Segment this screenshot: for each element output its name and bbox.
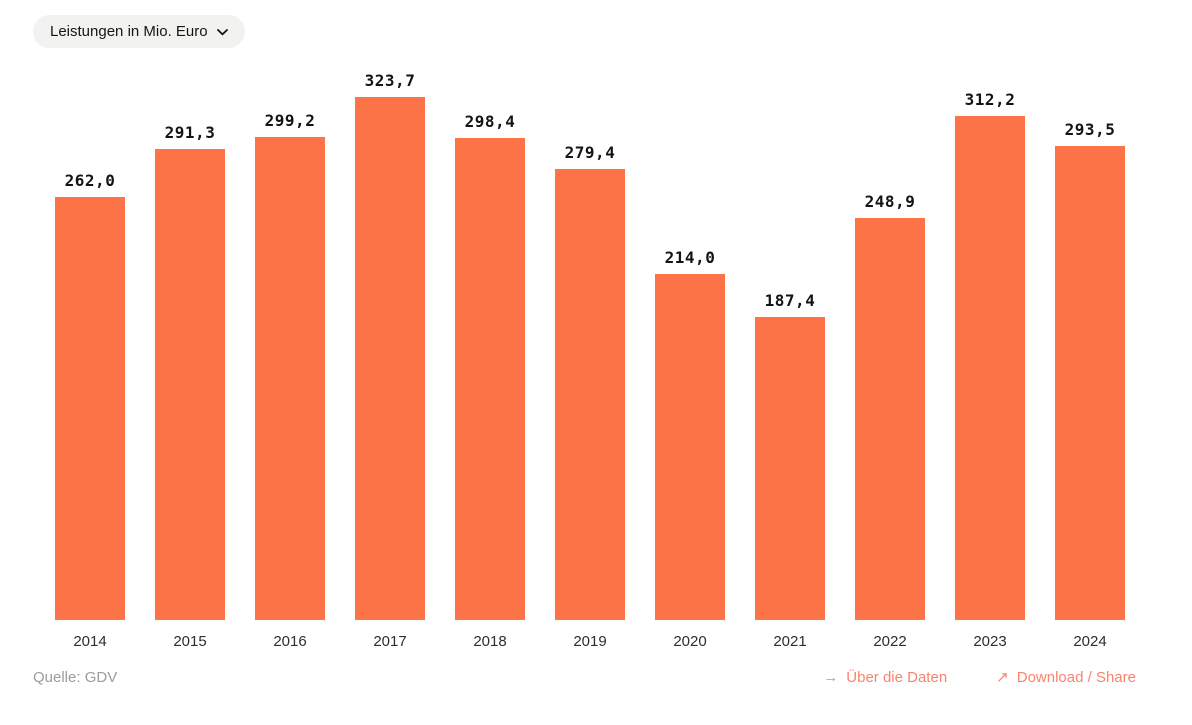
download-share-link-label: Download / Share xyxy=(1016,668,1136,686)
bar-value-label: 323,7 xyxy=(364,71,416,90)
bar-2022[interactable] xyxy=(855,217,925,620)
bar-column-2018: 298,4 xyxy=(455,112,525,620)
bar-column-2021: 187,4 xyxy=(755,291,825,620)
footer-links: → Über die Daten ↗ Download / Share xyxy=(823,668,1136,687)
bar-column-2014: 262,0 xyxy=(55,171,125,620)
bar-value-label: 279,4 xyxy=(564,142,616,162)
download-share-link[interactable]: ↗ Download / Share xyxy=(996,668,1136,687)
bar-value-label: 248,9 xyxy=(864,191,916,211)
bar-2017[interactable] xyxy=(355,97,425,620)
x-tick-label-2018: 2018 xyxy=(473,633,507,650)
arrow-right-icon: → xyxy=(823,668,839,686)
x-tick-label-2017: 2017 xyxy=(373,633,407,650)
bar-column-2023: 312,2 xyxy=(955,90,1025,620)
metric-dropdown[interactable]: Leistungen in Mio. Euro xyxy=(33,15,245,48)
plot-area: 262,0 291,3 299,2 323,7 298,4 279,4 214,0 187,4… xyxy=(55,70,1125,620)
bar-column-2017: 323,7 xyxy=(355,71,425,620)
bar-column-2024: 293,5 xyxy=(1055,120,1125,620)
arrow-up-right-icon: ↗ xyxy=(996,669,1009,686)
bar-value-label: 312,2 xyxy=(964,89,1016,109)
metric-dropdown-label: Leistungen in Mio. Euro xyxy=(50,23,208,40)
bar-2018[interactable] xyxy=(455,137,525,620)
bar-column-2022: 248,9 xyxy=(855,192,925,620)
bar-2023[interactable] xyxy=(955,115,1025,620)
bar-2020[interactable] xyxy=(655,274,725,620)
bar-value-label: 293,5 xyxy=(1064,119,1116,139)
bar-2019[interactable] xyxy=(555,168,625,620)
bar-chart: 262,0 291,3 299,2 323,7 298,4 279,4 214,0 187,4… xyxy=(55,70,1125,650)
x-tick-label-2024: 2024 xyxy=(1073,633,1107,650)
x-tick-label-2016: 2016 xyxy=(273,633,307,650)
bar-column-2015: 291,3 xyxy=(155,123,225,620)
x-axis: 2014 2015 2016 2017 2018 2019 2020 2021 2022 2023… xyxy=(55,633,1125,650)
bar-column-2019: 279,4 xyxy=(555,143,625,620)
bar-2015[interactable] xyxy=(155,149,225,620)
x-tick-label-2020: 2020 xyxy=(673,633,707,650)
bar-column-2020: 214,0 xyxy=(655,248,725,620)
x-tick-label-2015: 2015 xyxy=(173,633,207,650)
x-tick-label-2023: 2023 xyxy=(973,633,1007,650)
about-data-link-label: Über die Daten xyxy=(846,668,948,686)
bar-2021[interactable] xyxy=(755,317,825,620)
chevron-down-icon xyxy=(216,27,228,36)
bar-2016[interactable] xyxy=(255,136,325,620)
x-tick-label-2019: 2019 xyxy=(573,633,607,650)
x-tick-label-2022: 2022 xyxy=(873,633,907,650)
source-label: Quelle: GDV xyxy=(33,668,118,686)
bar-value-label: 262,0 xyxy=(64,170,116,190)
bar-column-2016: 299,2 xyxy=(255,111,325,620)
bar-2024[interactable] xyxy=(1055,145,1125,620)
bar-value-label: 187,4 xyxy=(764,291,816,311)
chart-footer: Quelle: GDV → Über die Daten ↗ Download … xyxy=(33,668,1136,687)
bar-value-label: 214,0 xyxy=(664,248,716,268)
bar-value-label: 298,4 xyxy=(464,111,516,131)
x-tick-label-2021: 2021 xyxy=(773,633,807,650)
bar-value-label: 299,2 xyxy=(264,110,316,130)
bar-value-label: 291,3 xyxy=(164,123,216,143)
x-tick-label-2014: 2014 xyxy=(73,633,107,650)
about-data-link[interactable]: → Über die Daten xyxy=(823,668,947,686)
bar-2014[interactable] xyxy=(55,196,125,620)
